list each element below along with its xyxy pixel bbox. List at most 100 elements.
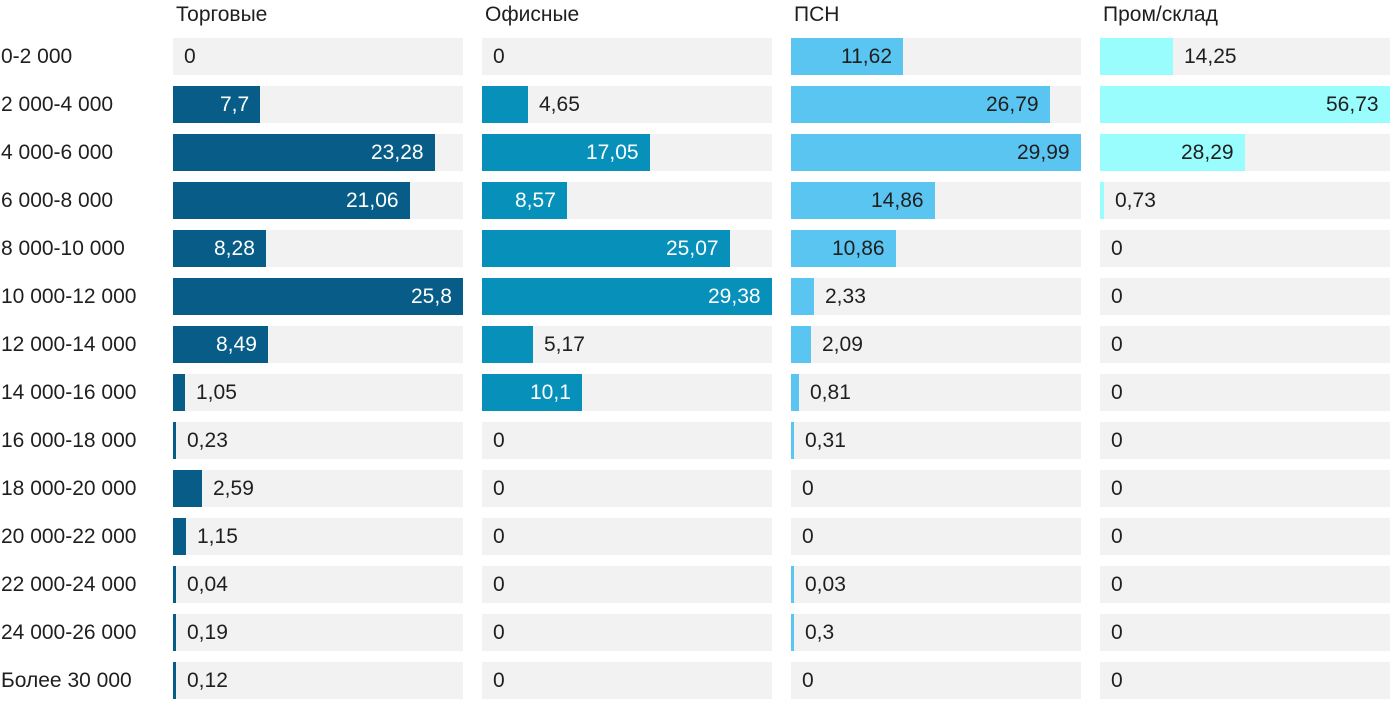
column-header-psn: ПСН xyxy=(794,3,840,26)
bar-value-label: 25,8 xyxy=(411,285,452,308)
bar-value-label: 0 xyxy=(1111,477,1123,500)
bar-value-label: 26,79 xyxy=(986,93,1039,116)
row-label: 22 000-24 000 xyxy=(1,573,137,596)
column-header-ofisnye: Офисные xyxy=(485,3,580,26)
bar-fill xyxy=(173,614,176,651)
bar-fill xyxy=(173,518,186,555)
bar-track: 0 xyxy=(791,470,1081,507)
row-label: 10 000-12 000 xyxy=(1,285,137,308)
bar-value-label: 0,3 xyxy=(805,621,835,644)
bar-fill xyxy=(173,662,176,699)
bar-track: 10,1 xyxy=(482,374,772,411)
bar-fill xyxy=(791,422,794,459)
bar-value-label: 8,49 xyxy=(216,333,257,356)
bar-track: 0 xyxy=(1100,614,1390,651)
bar-track: 0 xyxy=(482,614,772,651)
bar-value-label: 0,03 xyxy=(805,573,846,596)
row-label: 12 000-14 000 xyxy=(1,333,137,356)
bar-track: 0,23 xyxy=(173,422,463,459)
bar-track: 21,06 xyxy=(173,182,463,219)
bar-track: 29,99 xyxy=(791,134,1081,171)
bar-track: 14,86 xyxy=(791,182,1081,219)
bar-fill xyxy=(482,182,567,219)
row-label: Более 30 000 xyxy=(1,669,132,692)
bar-value-label: 0 xyxy=(493,669,505,692)
bar-value-label: 0 xyxy=(493,429,505,452)
bar-fill xyxy=(1100,38,1173,75)
bar-track: 29,38 xyxy=(482,278,772,315)
bar-track: 23,28 xyxy=(173,134,463,171)
bar-value-label: 0,81 xyxy=(810,381,851,404)
row-label: 18 000-20 000 xyxy=(1,477,137,500)
bar-track: 11,62 xyxy=(791,38,1081,75)
bar-track: 0,19 xyxy=(173,614,463,651)
bar-value-label: 0,19 xyxy=(187,621,228,644)
bar-fill xyxy=(173,134,435,171)
bar-track: 0 xyxy=(1100,422,1390,459)
bar-value-label: 0 xyxy=(1111,621,1123,644)
bar-value-label: 0 xyxy=(1111,669,1123,692)
bar-value-label: 0 xyxy=(1111,525,1123,548)
bar-value-label: 14,86 xyxy=(871,189,924,212)
bar-value-label: 0 xyxy=(493,525,505,548)
bar-fill xyxy=(791,38,904,75)
price-distribution-chart: Торговые Офисные ПСН Пром/склад 0-2 000 0… xyxy=(0,2,1390,699)
bar-value-label: 56,73 xyxy=(1326,93,1379,116)
bar-value-label: 2,59 xyxy=(213,477,254,500)
bar-track: 8,57 xyxy=(482,182,772,219)
corner-spacer xyxy=(0,2,154,27)
bar-value-label: 2,33 xyxy=(825,285,866,308)
bar-track: 0 xyxy=(1100,662,1390,699)
bar-value-label: 0 xyxy=(493,621,505,644)
row-label: 24 000-26 000 xyxy=(1,621,137,644)
bar-track: 0 xyxy=(1100,230,1390,267)
bar-track: 8,28 xyxy=(173,230,463,267)
bar-track: 4,65 xyxy=(482,86,772,123)
bar-track: 2,33 xyxy=(791,278,1081,315)
bar-fill xyxy=(1100,182,1104,219)
bar-track: 56,73 xyxy=(1100,86,1390,123)
bar-track: 17,05 xyxy=(482,134,772,171)
bar-track: 0,73 xyxy=(1100,182,1390,219)
bar-track: 26,79 xyxy=(791,86,1081,123)
bar-track: 0 xyxy=(1100,326,1390,363)
bar-fill xyxy=(482,278,772,315)
bar-track: 0 xyxy=(1100,374,1390,411)
bar-fill xyxy=(482,374,582,411)
bar-value-label: 0 xyxy=(1111,381,1123,404)
bar-value-label: 21,06 xyxy=(346,189,399,212)
bar-track: 0,12 xyxy=(173,662,463,699)
bar-track: 0 xyxy=(482,518,772,555)
bar-value-label: 7,7 xyxy=(220,93,250,116)
row-label: 0-2 000 xyxy=(1,45,73,68)
bar-value-label: 8,28 xyxy=(214,237,255,260)
column-header-prom-sklad: Пром/склад xyxy=(1103,3,1218,26)
bar-fill xyxy=(482,230,730,267)
bar-fill xyxy=(173,230,267,267)
bar-fill xyxy=(791,182,935,219)
bar-track: 10,86 xyxy=(791,230,1081,267)
bar-value-label: 0 xyxy=(802,525,814,548)
bar-fill xyxy=(791,374,799,411)
bar-track: 0 xyxy=(1100,566,1390,603)
bar-value-label: 4,65 xyxy=(539,93,580,116)
row-label: 8 000-10 000 xyxy=(1,237,125,260)
bar-value-label: 29,38 xyxy=(708,285,761,308)
row-label: 20 000-22 000 xyxy=(1,525,137,548)
bar-fill xyxy=(173,86,260,123)
bar-value-label: 0 xyxy=(1111,429,1123,452)
bar-track: 0,31 xyxy=(791,422,1081,459)
row-label: 16 000-18 000 xyxy=(1,429,137,452)
bar-fill xyxy=(482,134,651,171)
bar-track: 0 xyxy=(173,38,463,75)
bar-value-label: 8,57 xyxy=(515,189,556,212)
bar-value-label: 1,15 xyxy=(197,525,238,548)
column-header-torgovye: Торговые xyxy=(176,3,268,26)
bar-track: 0 xyxy=(482,470,772,507)
bar-track: 0,03 xyxy=(791,566,1081,603)
bar-fill xyxy=(173,182,410,219)
bar-track: 25,07 xyxy=(482,230,772,267)
bar-fill xyxy=(791,134,1081,171)
bar-fill xyxy=(482,86,528,123)
bar-value-label: 0 xyxy=(802,477,814,500)
